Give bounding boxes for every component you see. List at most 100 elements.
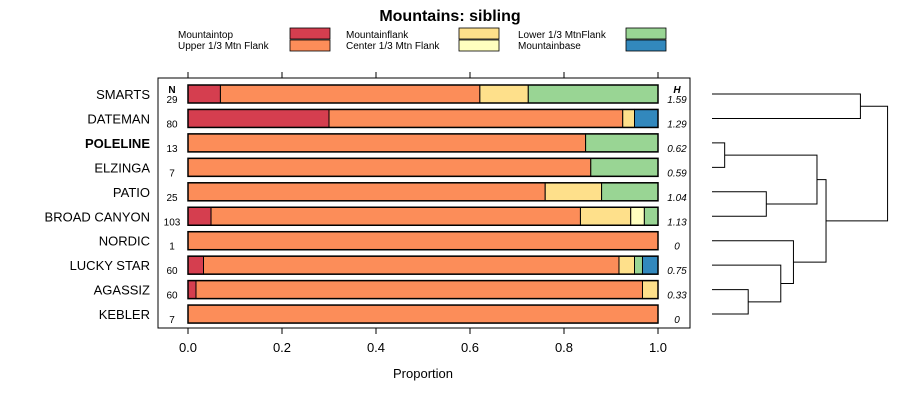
bar-segment (630, 206, 645, 226)
bar-segment (544, 182, 603, 202)
h-value: 1.29 (667, 119, 687, 130)
x-tick-label: 0.2 (273, 340, 291, 355)
bar-segment (641, 255, 659, 275)
dendrogram-link (793, 179, 827, 263)
n-value: 25 (166, 193, 178, 204)
x-tick-label: 0.8 (555, 340, 573, 355)
plot-frame (157, 77, 691, 329)
bar-segment (601, 182, 659, 202)
dendrogram-link (712, 191, 767, 217)
bar-segment (187, 84, 221, 104)
legend-swatch (625, 39, 667, 52)
bar-segment (187, 304, 659, 324)
n-value: 7 (169, 315, 175, 326)
bar-outline (187, 182, 659, 202)
n-value: 80 (166, 119, 178, 130)
h-value: 0.75 (667, 266, 687, 277)
h-value: 1.59 (667, 95, 687, 106)
bar-segment (622, 108, 635, 128)
bar-outline (187, 108, 659, 129)
category-label: NORDIC (99, 234, 150, 249)
legend-swatch (458, 27, 500, 40)
bar-outline (187, 304, 659, 324)
bar-segment (641, 280, 659, 300)
h-value: 0 (674, 242, 680, 253)
dendrogram-link (712, 264, 782, 303)
bar-outline (187, 157, 659, 178)
bar-segment (210, 206, 581, 226)
bar-segment (187, 280, 197, 300)
bar-segment (634, 255, 643, 275)
n-value: 60 (166, 291, 178, 302)
legend-label: Center 1/3 Mtn Flank (346, 41, 440, 52)
chart-title: Mountains: sibling (379, 8, 520, 25)
dendrogram-link (712, 289, 749, 315)
bar-segment (590, 157, 659, 177)
bar-segment (618, 255, 635, 275)
n-value: 103 (164, 217, 181, 228)
h-value: 0.33 (667, 291, 687, 302)
category-label: SMARTS (96, 87, 150, 102)
legend-label: Mountainbase (518, 41, 581, 52)
bar-segment (187, 108, 330, 128)
h-value: 0 (674, 315, 680, 326)
bar-segment (203, 255, 620, 275)
x-axis: 0.0 0.2 0.4 0.6 0.8 1.0 (179, 72, 667, 355)
category-label: ELZINGA (94, 160, 150, 175)
h-value: 1.04 (667, 193, 687, 204)
bar-outline (187, 279, 659, 300)
bar-segment (187, 231, 659, 251)
h-header: H (673, 85, 681, 96)
category-label: AGASSIZ (94, 283, 150, 298)
bar-segment (187, 255, 205, 275)
h-value: 0.62 (667, 144, 687, 155)
bar-segment (579, 206, 632, 226)
category-label: PATIO (113, 185, 150, 200)
dendrogram-link (712, 142, 726, 168)
bar-segment (187, 206, 212, 226)
bar-segment (187, 182, 546, 202)
bar-segment (195, 280, 643, 300)
n-value: 1 (169, 242, 175, 253)
n-value: 7 (169, 168, 175, 179)
bar-segment (328, 108, 624, 128)
legend-label: Mountainflank (346, 30, 409, 41)
x-tick-label: 0.6 (461, 340, 479, 355)
dendrogram-link (712, 93, 861, 119)
bar-segment (187, 157, 592, 177)
category-label: POLELINE (85, 136, 150, 151)
bar-segment (479, 84, 529, 104)
bar-segment (527, 84, 659, 104)
n-value: 13 (166, 144, 178, 155)
x-axis-label: Proportion (393, 366, 453, 381)
category-label: LUCKY STAR (70, 258, 150, 273)
bar-segment (634, 108, 659, 128)
h-value: 1.13 (667, 217, 687, 228)
category-label: KEBLER (99, 307, 150, 322)
bar-outline (187, 255, 659, 275)
x-tick-label: 0.0 (179, 340, 197, 355)
n-value: 29 (166, 95, 178, 106)
legend-swatch (289, 27, 331, 40)
dendrogram-link (724, 154, 818, 205)
x-tick-label: 0.4 (367, 340, 385, 355)
row-labels: N H SMARTS 29 1.59 DATEMAN 80 1.29 POLELINE 13 0.6… (45, 85, 688, 326)
n-header: N (168, 85, 175, 96)
n-value: 60 (166, 266, 178, 277)
bar-segment (187, 133, 587, 153)
bar-segment (219, 84, 481, 104)
category-label: BROAD CANYON (45, 209, 150, 224)
legend-label: Lower 1/3 MtnFlank (518, 30, 607, 41)
bar-outline (187, 230, 659, 251)
legend-label: Upper 1/3 Mtn Flank (178, 41, 270, 52)
legend-swatch (625, 27, 667, 40)
dendrogram-link (826, 105, 889, 222)
h-value: 0.59 (667, 168, 687, 179)
bar-outline (187, 206, 659, 226)
legend-swatch (458, 39, 500, 52)
bar-segment (585, 133, 659, 153)
legend-swatch (289, 39, 331, 52)
bar-outline (187, 133, 659, 153)
